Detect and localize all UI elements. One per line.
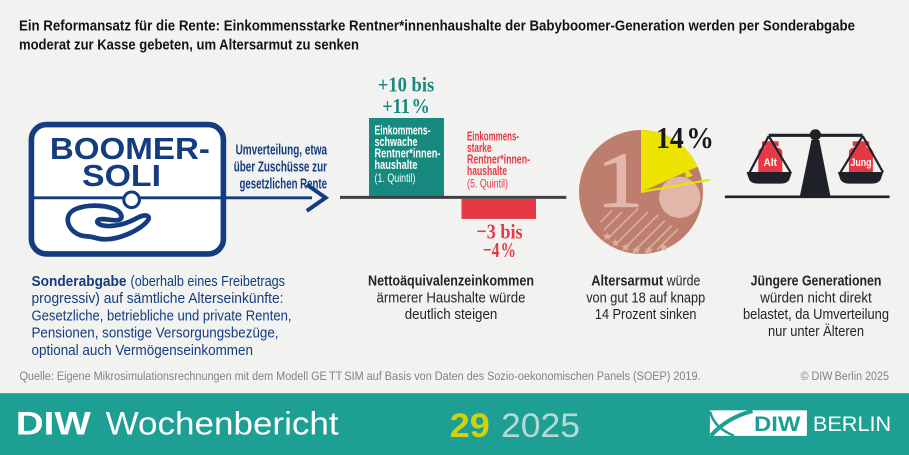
svg-text:optional auch Vermögenseinkomm: optional auch Vermögenseinkommen <box>32 342 254 359</box>
svg-text:schwache: schwache <box>375 135 418 149</box>
svg-text:deutlich steigen: deutlich steigen <box>405 307 498 323</box>
svg-text:BOOMER-: BOOMER- <box>50 131 210 166</box>
svg-text:© DIW Berlin 2025: © DIW Berlin 2025 <box>801 369 890 383</box>
svg-text:SOLI: SOLI <box>82 158 161 193</box>
svg-text:von gut 18 auf knapp: von gut 18 auf knapp <box>586 290 705 306</box>
svg-text:14 Prozent sinken: 14 Prozent sinken <box>595 307 697 323</box>
svg-text:Einkommens-: Einkommens- <box>375 124 431 138</box>
svg-text:ärmerer Haushalte würde: ärmerer Haushalte würde <box>377 290 526 306</box>
svg-text:Quelle: Eigene Mikrosimulation: Quelle: Eigene Mikrosimulationsrechnunge… <box>20 369 701 383</box>
svg-text:Pensionen, sonstige Versorgung: Pensionen, sonstige Versorgungsbezüge, <box>32 325 279 342</box>
svg-text:haushalte: haushalte <box>467 164 507 178</box>
svg-text:gesetzlichen Rente: gesetzlichen Rente <box>240 176 328 192</box>
svg-text:moderat zur Kasse gebeten, um: moderat zur Kasse gebeten, um Altersarmu… <box>19 37 359 54</box>
svg-text:29: 29 <box>450 407 490 445</box>
svg-text:Einkommens-: Einkommens- <box>467 129 519 143</box>
svg-text:DIW: DIW <box>754 413 801 436</box>
svg-text:Wochenbericht: Wochenbericht <box>106 406 339 442</box>
svg-text:Gesetzliche, betriebliche und: Gesetzliche, betriebliche und private Re… <box>32 307 292 324</box>
svg-text:starke: starke <box>467 141 492 155</box>
svg-text:nur unter Älteren: nur unter Älteren <box>768 323 864 340</box>
svg-text:Jung: Jung <box>851 157 872 169</box>
svg-text:Nettoäquivalenzeinkommen: Nettoäquivalenzeinkommen <box>368 274 534 290</box>
svg-text:+10 bis: +10 bis <box>378 72 435 96</box>
svg-text:Rentner*innen-: Rentner*innen- <box>375 147 441 161</box>
svg-text:würden nicht direkt: würden nicht direkt <box>759 290 871 306</box>
svg-text:(1. Quintil): (1. Quintil) <box>375 172 416 185</box>
svg-text:(5. Quintil): (5. Quintil) <box>467 178 508 191</box>
svg-text:DIW: DIW <box>16 406 92 442</box>
svg-text:1: 1 <box>597 137 644 224</box>
svg-text:progressiv) auf sämtliche Alte: progressiv) auf sämtliche Alterseinkünft… <box>32 290 284 307</box>
svg-text:über Zuschüsse zur: über Zuschüsse zur <box>234 159 328 175</box>
svg-text:Ein Reformansatz für die Rente: Ein Reformansatz für die Rente: Einkomme… <box>19 17 855 34</box>
svg-text:−4 %: −4 % <box>483 238 516 262</box>
svg-text:belastet, da Umverteilung: belastet, da Umverteilung <box>743 307 889 323</box>
svg-text:BERLIN: BERLIN <box>813 413 891 436</box>
svg-text:würde: würde <box>666 274 700 290</box>
svg-text:(oberhalb eines Freibetrags: (oberhalb eines Freibetrags <box>131 273 286 290</box>
svg-text:haushalte: haushalte <box>375 158 418 172</box>
svg-text:14 %: 14 % <box>656 120 714 155</box>
svg-text:Altersarmut: Altersarmut <box>591 274 663 290</box>
svg-text:−3 bis: −3 bis <box>476 220 522 244</box>
svg-text:Umverteilung, etwa: Umverteilung, etwa <box>236 142 328 158</box>
svg-text:+11 %: +11 % <box>382 94 430 118</box>
svg-text:Jüngere Generationen: Jüngere Generationen <box>751 274 882 290</box>
svg-text:Rentner*innen-: Rentner*innen- <box>467 152 530 166</box>
svg-text:Alt: Alt <box>764 157 778 169</box>
svg-text:2025: 2025 <box>501 407 580 445</box>
svg-text:Sonderabgabe: Sonderabgabe <box>32 273 127 290</box>
